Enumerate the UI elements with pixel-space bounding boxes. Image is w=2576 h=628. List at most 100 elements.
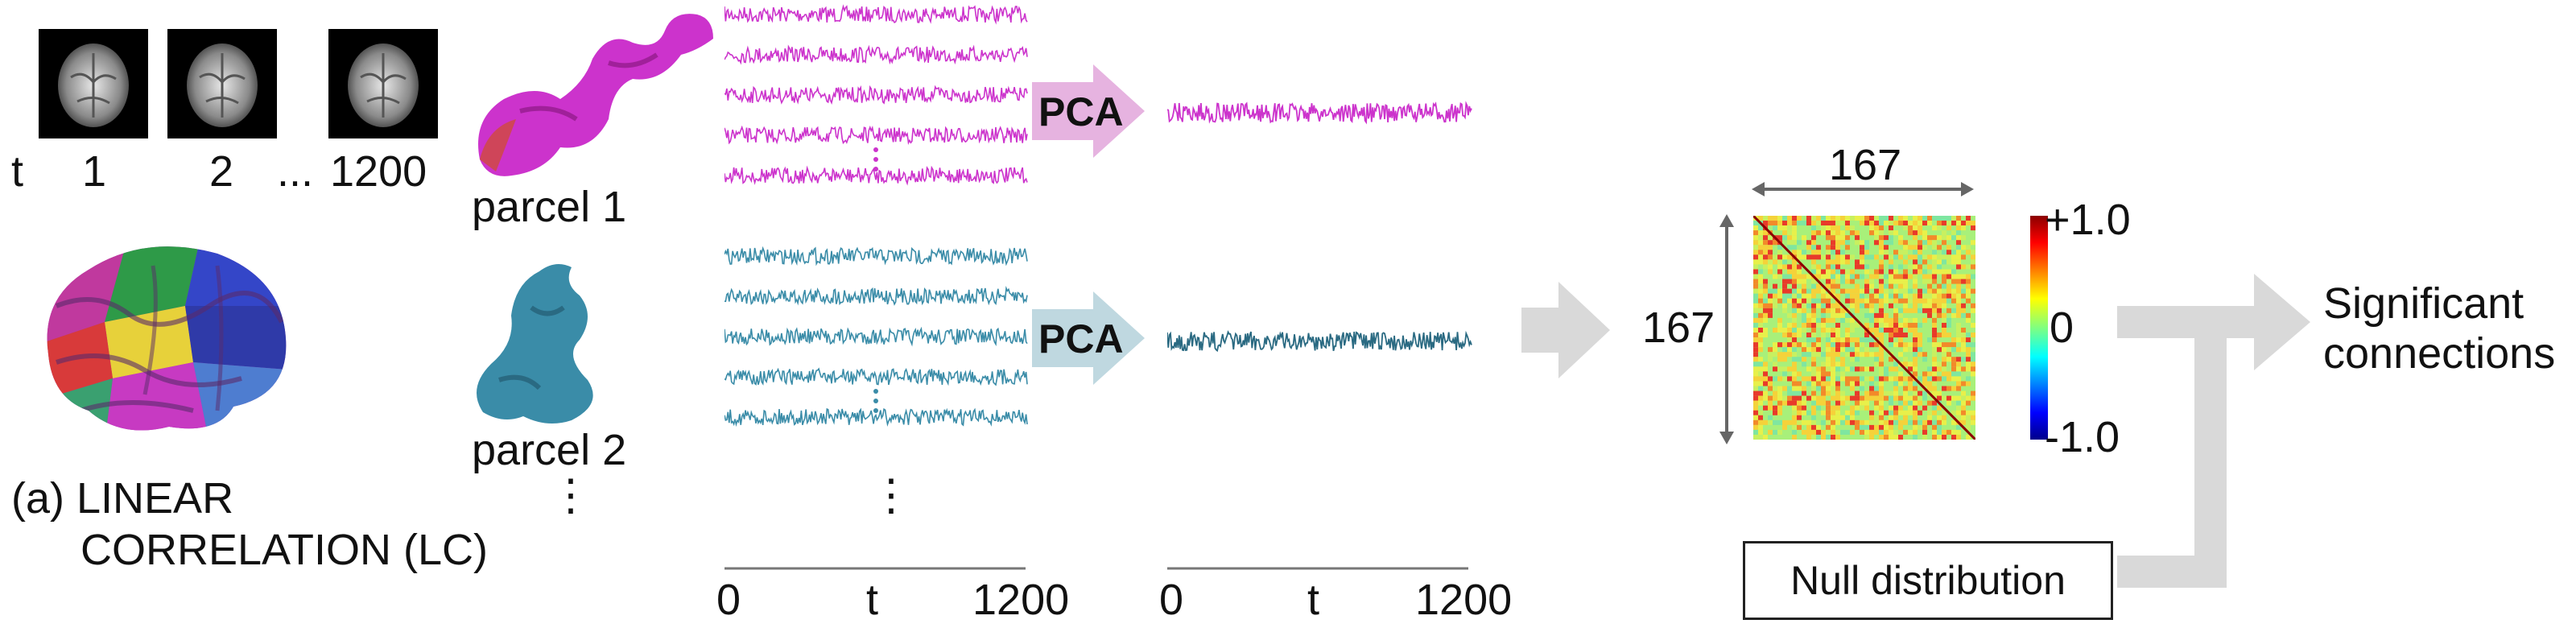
matrix-cell	[1869, 390, 1874, 396]
matrix-cell	[1831, 429, 1835, 435]
matrix-cell	[1811, 347, 1816, 353]
matrix-cell	[1898, 322, 1903, 328]
matrix-cell	[1811, 429, 1816, 435]
matrix-cell	[1971, 415, 1975, 420]
matrix-cell	[1966, 424, 1971, 430]
matrix-cell	[1850, 274, 1855, 279]
matrix-cell	[1913, 254, 1918, 260]
matrix-cell	[1966, 381, 1971, 386]
matrix-cell	[1831, 337, 1835, 343]
matrix-cell	[1903, 342, 1908, 348]
matrix-cell	[1860, 376, 1864, 382]
matrix-cell	[1773, 376, 1777, 382]
matrix-cell	[1946, 386, 1951, 391]
matrix-cell	[1753, 245, 1758, 250]
matrix-cell	[1922, 395, 1927, 401]
matrix-cell	[1864, 221, 1869, 226]
matrix-cell	[1850, 386, 1855, 391]
matrix-cell	[1913, 395, 1918, 401]
matrix-cell	[1908, 419, 1913, 425]
matrix-cell	[1908, 386, 1913, 391]
matrix-cell	[1937, 303, 1942, 308]
matrix-cell	[1922, 269, 1927, 275]
matrix-cell	[1773, 352, 1777, 357]
matrix-cell	[1913, 308, 1918, 313]
matrix-cell	[1821, 376, 1826, 382]
matrix-cell	[1826, 308, 1831, 313]
matrix-cell	[1831, 279, 1835, 284]
matrix-cell	[1753, 400, 1758, 406]
matrix-cell	[1874, 357, 1879, 362]
matrix-cell	[1797, 293, 1802, 299]
matrix-cell	[1869, 298, 1874, 304]
matrix-cell	[1835, 376, 1840, 382]
matrix-cell	[1913, 352, 1918, 357]
matrix-cell	[1884, 298, 1889, 304]
matrix-cell	[1971, 303, 1975, 308]
matrix-cell	[1835, 230, 1840, 236]
matrix-cell	[1942, 235, 1946, 241]
matrix-cell	[1831, 366, 1835, 372]
matrix-cell	[1792, 322, 1797, 328]
matrix-cell	[1932, 410, 1937, 415]
matrix-cell	[1898, 434, 1903, 440]
matrix-cell	[1792, 419, 1797, 425]
matrix-cell	[1879, 400, 1884, 406]
matrix-cell	[1884, 395, 1889, 401]
matrix-cell	[1961, 400, 1966, 406]
matrix-cell	[1826, 259, 1831, 265]
matrix-cell	[1913, 429, 1918, 435]
matrix-cell	[1821, 269, 1826, 275]
matrix-cell	[1806, 312, 1811, 318]
matrix-cell	[1821, 254, 1826, 260]
matrix-cell	[1879, 390, 1884, 396]
matrix-cell	[1961, 357, 1966, 362]
matrix-cell	[1831, 419, 1835, 425]
matrix-cell	[1889, 317, 1893, 323]
matrix-cell	[1860, 221, 1864, 226]
matrix-cell	[1855, 366, 1860, 372]
matrix-cell	[1903, 415, 1908, 420]
matrix-cell	[1792, 245, 1797, 250]
pca-arrow-1	[1032, 64, 1145, 158]
matrix-cell	[1860, 395, 1864, 401]
matrix-cell	[1763, 303, 1768, 308]
matrix-cell	[1855, 288, 1860, 294]
matrix-cell	[1951, 386, 1956, 391]
matrix-cell	[1913, 434, 1918, 440]
matrix-cell	[1840, 274, 1845, 279]
frame-label-1200: 1200	[330, 147, 427, 196]
matrix-cell	[1893, 298, 1898, 304]
matrix-cell	[1792, 400, 1797, 406]
matrix-cell	[1903, 245, 1908, 250]
matrix-cell	[1937, 293, 1942, 299]
matrix-cell	[1821, 333, 1826, 338]
matrix-cell	[1782, 303, 1787, 308]
matrix-cell	[1927, 240, 1932, 246]
matrix-cell	[1918, 245, 1922, 250]
matrix-cell	[1889, 342, 1893, 348]
matrix-cell	[1956, 376, 1961, 382]
matrix-cell	[1773, 405, 1777, 411]
matrix-cell	[1893, 390, 1898, 396]
matrix-cell	[1903, 274, 1908, 279]
matrix-cell	[1889, 221, 1893, 226]
matrix-cell	[1879, 221, 1884, 226]
parcel-1-label: parcel 1	[472, 183, 627, 231]
matrix-cell	[1942, 274, 1946, 279]
matrix-cell	[1835, 390, 1840, 396]
matrix-cell	[1879, 386, 1884, 391]
matrix-cell	[1773, 328, 1777, 333]
matrix-cell	[1806, 429, 1811, 435]
matrix-cell	[1821, 381, 1826, 386]
matrix-cell	[1768, 293, 1773, 299]
matrix-cell	[1918, 410, 1922, 415]
matrix-cell	[1946, 283, 1951, 289]
axis-1-mid-label: t	[866, 576, 879, 624]
matrix-cell	[1763, 264, 1768, 270]
matrix-cell	[1942, 386, 1946, 391]
matrix-cell	[1821, 429, 1826, 435]
matrix-cell	[1850, 410, 1855, 415]
matrix-cell	[1787, 342, 1792, 348]
